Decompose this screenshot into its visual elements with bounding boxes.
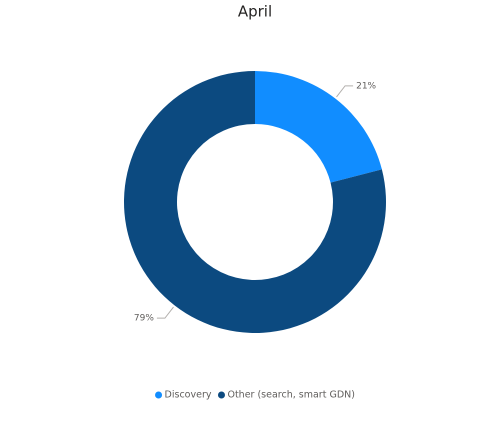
legend-marker: [217, 391, 225, 399]
leader-line: [156, 306, 174, 319]
legend-label: Discovery: [165, 390, 212, 401]
data-label: 21%: [356, 81, 376, 91]
legend: Discovery Other (search, smart GDN): [155, 390, 355, 401]
chart-title: April: [238, 3, 272, 21]
legend-label: Other (search, smart GDN): [227, 390, 354, 401]
leader-line: [336, 85, 354, 98]
slice: [255, 71, 382, 183]
slice: [124, 71, 387, 333]
data-label: 79%: [134, 314, 154, 324]
legend-marker: [155, 391, 163, 399]
